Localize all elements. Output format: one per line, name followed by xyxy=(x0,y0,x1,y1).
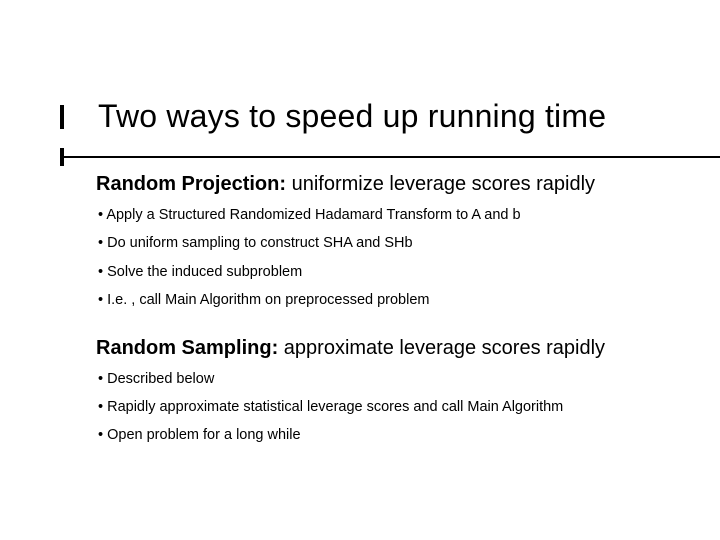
section1-bullets: Apply a Structured Randomized Hadamard T… xyxy=(96,207,696,310)
section1-heading-rest: uniformize leverage scores rapidly xyxy=(286,173,595,195)
title-tick-icon xyxy=(60,105,64,129)
list-item: Open problem for a long while xyxy=(98,427,696,444)
list-item: Rapidly approximate statistical leverage… xyxy=(98,399,696,416)
section1-heading: Random Projection: uniformize leverage s… xyxy=(96,172,696,197)
list-item: Apply a Structured Randomized Hadamard T… xyxy=(98,207,696,224)
section2-bullets: Described below Rapidly approximate stat… xyxy=(96,371,696,445)
section2-heading-rest: approximate leverage scores rapidly xyxy=(278,337,605,359)
slide-title: Two ways to speed up running time xyxy=(98,98,606,135)
section1-heading-bold: Random Projection: xyxy=(96,173,286,195)
slide: Two ways to speed up running time Random… xyxy=(0,0,720,540)
section2-heading-bold: Random Sampling: xyxy=(96,337,278,359)
list-item: Solve the induced subproblem xyxy=(98,264,696,281)
section2-heading: Random Sampling: approximate leverage sc… xyxy=(96,336,696,361)
list-item: Described below xyxy=(98,371,696,388)
list-item: I.e. , call Main Algorithm on preprocess… xyxy=(98,292,696,309)
list-item: Do uniform sampling to construct SHA and… xyxy=(98,235,696,252)
title-row: Two ways to speed up running time xyxy=(0,98,720,135)
divider-row xyxy=(0,148,720,166)
divider-line xyxy=(64,156,720,158)
content-area: Random Projection: uniformize leverage s… xyxy=(96,172,696,471)
